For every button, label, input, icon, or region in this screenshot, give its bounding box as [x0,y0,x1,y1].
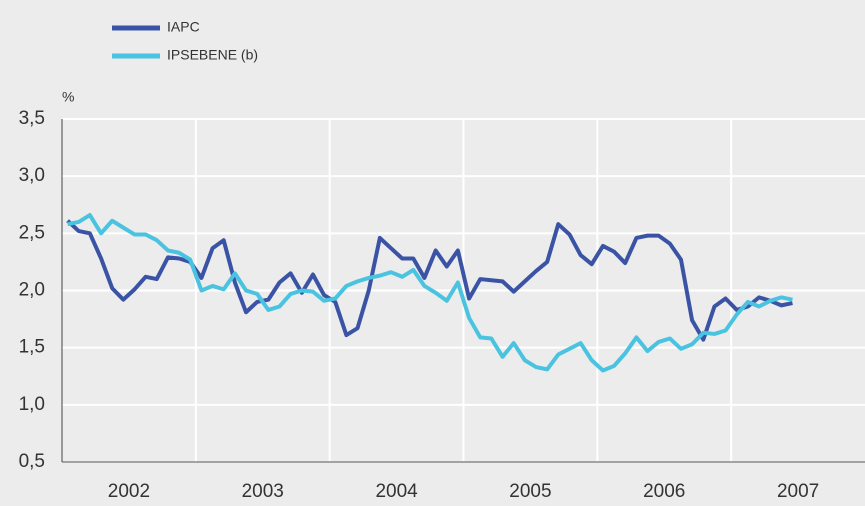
legend-label: IPSEBENE (b) [167,47,258,63]
x-tick-label: 2003 [242,481,284,502]
y-tick-label: 0,5 [19,451,45,472]
line-series [67,213,793,373]
y-tick-label: 3,5 [19,108,45,129]
x-tick-label: 2004 [375,481,418,502]
legend-label: IAPC [167,19,200,35]
y-tick-label: 2,0 [19,280,45,301]
x-tick-label: 2002 [108,481,150,502]
x-tick-label: 2006 [643,481,685,502]
x-tick-label: 2007 [777,481,819,502]
x-tick-label: 2005 [509,481,551,502]
y-tick-label: 3,0 [19,165,45,186]
y-tick-label: 2,5 [19,222,45,243]
y-tick-label: 1,5 [19,337,45,358]
y-tick-label: 1,0 [19,394,45,415]
line-series [66,219,793,342]
y-axis-label: % [62,89,74,105]
